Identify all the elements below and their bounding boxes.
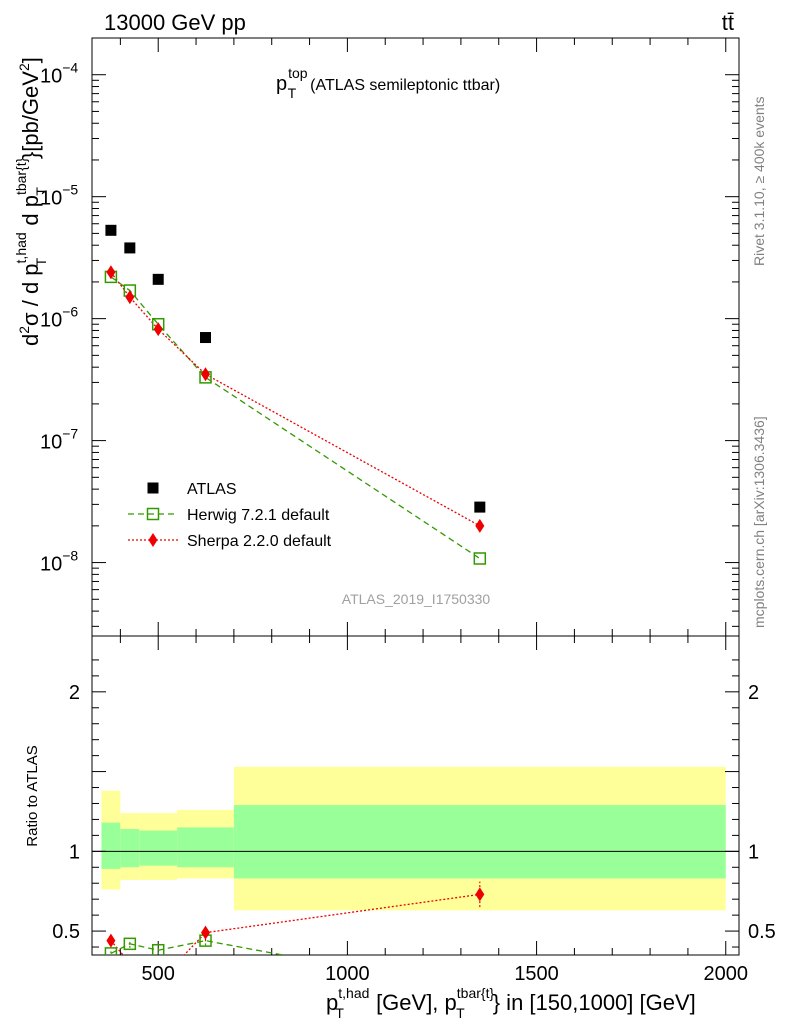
legend-label-herwig: Herwig 7.2.1 default [187,507,330,524]
herwig-ratio-point [123,937,137,951]
axis-tick-labels: 500 1000 1500 2000 10−8 10−7 10−6 10−5 10−4 0.5 0.… [40,60,776,985]
main-series-lines [110,271,481,560]
axis-ticks [92,37,739,955]
atlas-point [152,273,164,285]
band-inner [120,828,140,868]
process-label: tt̄ [722,10,734,35]
band-inner [177,827,234,868]
band-inner [233,805,726,879]
atlas-point [200,332,212,344]
legend-label-atlas: ATLAS [187,481,237,498]
sherpa-ratio-point [106,933,116,948]
sherpa-line [110,271,481,527]
plot-title: ptop T (ATLAS semileptonic ttbar) [276,65,500,101]
y-tick-label: 10−7 [40,426,78,454]
x-tick-label: 500 [142,963,175,985]
legend-marker-atlas [147,482,159,494]
sherpa-point [125,290,135,305]
ratio-y-tick-label-right: 0.5 [748,921,776,943]
herwig-ratio-point [104,947,118,955]
legend-marker-sherpa [148,533,158,547]
ratio-y-tick-label-right: 1 [748,841,759,863]
x-axis-label: pt,had T [GeV], ptbar{t} T} in [150,1000] … [326,985,696,1021]
collision-label: 13000 GeV pp [104,10,246,35]
rivet-label: Rivet 3.1.10, ≥ 400k events [751,96,767,266]
mcplots-label: mcplots.cern.ch [arXiv:1306.3436] [751,416,767,628]
sherpa-ratio-point [201,925,211,940]
y-tick-label: 10−6 [40,304,78,332]
ratio-y-tick-label: 2 [69,682,80,704]
y-tick-label: 10−8 [40,548,78,576]
herwig-line [110,276,481,560]
y-tick-label: 10−5 [40,182,78,210]
x-tick-label: 1500 [514,963,559,985]
sherpa-ratio-point [125,956,134,970]
sherpa-point [153,322,163,337]
ratio-y-tick-label-right: 2 [748,682,759,704]
x-tick-label: 2000 [704,963,749,985]
y-tick-label: 10−4 [40,60,78,88]
legend-label-sherpa: Sherpa 2.2.0 default [187,533,332,550]
sherpa-point [201,367,211,382]
x-tick-label: 1000 [325,963,370,985]
atlas-point [474,501,486,513]
ratio-panel-frame [91,635,740,956]
legend: ATLAS Herwig 7.2.1 default Sherpa 2.2.0 de… [128,481,332,550]
herwig-ratio-line [110,939,287,955]
ratio-series-markers [104,881,485,970]
sherpa-ratio-point [475,887,485,902]
herwig-ratio-point [151,943,165,955]
ratio-y-tick-label: 0.5 [52,921,80,943]
ratio-series-lines [110,893,480,955]
herwig-point [473,552,487,565]
band-inner [101,822,121,869]
sherpa-point [475,518,485,533]
atlas-point [105,224,117,236]
band-inner [139,830,178,866]
main-series-markers [104,224,487,565]
sherpa-point [106,265,116,280]
atlas-point [124,242,136,254]
sherpa-ratio-line [110,893,480,955]
analysis-id: ATLAS_2019_I1750330 [342,591,491,607]
main-y-axis-label: d2σ / d pt,had T d ptbar{t} T}[pb/GeV2] [13,57,49,346]
legend-marker-herwig [146,507,160,521]
ratio-y-tick-label: 1 [69,841,80,863]
ratio-uncertainty-bands [92,766,739,911]
ratio-y-axis-label: Ratio to ATLAS [24,745,41,846]
